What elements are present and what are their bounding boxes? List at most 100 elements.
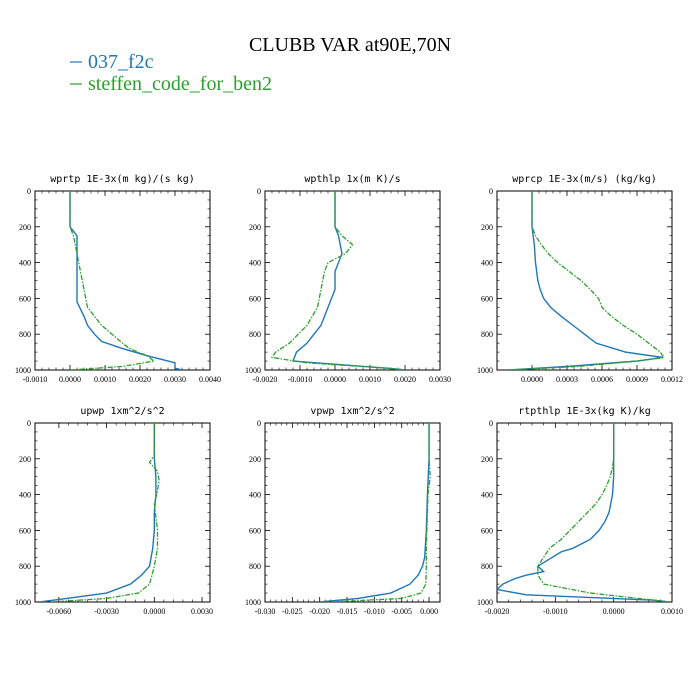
y-tick-label: 0 — [257, 187, 261, 196]
x-tick-label: 0.0003 — [556, 375, 578, 384]
series-line-steffen-code-for-ben2 — [270, 191, 406, 370]
y-tick-label: 600 — [249, 526, 261, 535]
x-tick-label: -0.0010 — [543, 607, 568, 616]
y-tick-label: 1000 — [477, 598, 493, 607]
x-tick-label: 0.0030 — [191, 607, 213, 616]
x-tick-label: -0.010 — [364, 607, 385, 616]
y-tick-label: 200 — [481, 455, 493, 464]
x-tick-label: 0.0000 — [521, 375, 543, 384]
series-line-steffen-code-for-ben2 — [537, 423, 670, 602]
panel-title: vpwp 1xm^2/s^2 — [310, 406, 394, 417]
x-tick-label: 0.0020 — [394, 375, 416, 384]
panel-title: wprcp 1E-3x(m/s) (kg/kg) — [512, 174, 657, 185]
x-tick-label: 0.0000 — [603, 607, 625, 616]
y-tick-label: 600 — [19, 294, 31, 303]
plot-frame — [496, 422, 673, 603]
x-tick-label: 0.0010 — [359, 375, 381, 384]
series-line-037-f2c — [508, 191, 663, 370]
y-tick-label: 400 — [481, 259, 493, 268]
y-tick-label: 0 — [27, 419, 31, 428]
x-tick-label: 0.0010 — [661, 607, 683, 616]
panel-title: rtpthlp 1E-3x(kg K)/kg — [518, 406, 650, 417]
series-line-steffen-code-for-ben2 — [330, 423, 431, 602]
panel-title: upwp 1xm^2/s^2 — [80, 406, 164, 417]
y-tick-label: 200 — [19, 223, 31, 232]
x-tick-label: 0.000 — [420, 607, 438, 616]
y-tick-label: 600 — [481, 294, 493, 303]
legend: 037_f2c steffen_code_for_ben2 — [70, 51, 272, 95]
x-tick-label: 0.0030 — [429, 375, 451, 384]
y-tick-label: 800 — [481, 330, 493, 339]
x-tick-label: -0.0010 — [288, 375, 313, 384]
x-tick-label: 0.0000 — [143, 607, 165, 616]
series-line-037-f2c — [497, 423, 670, 602]
y-tick-label: 800 — [249, 562, 261, 571]
y-tick-label: 200 — [249, 223, 261, 232]
x-tick-label: -0.030 — [255, 607, 276, 616]
series-line-steffen-code-for-ben2 — [508, 191, 665, 370]
legend-label-0: 037_f2c — [88, 51, 154, 73]
x-tick-label: 0.0000 — [59, 375, 81, 384]
y-tick-label: 200 — [481, 223, 493, 232]
plot-frame — [34, 422, 211, 603]
y-tick-label: 1000 — [477, 366, 493, 375]
y-tick-label: 200 — [249, 455, 261, 464]
y-tick-label: 800 — [19, 330, 31, 339]
x-tick-label: -0.020 — [309, 607, 330, 616]
panel-title: wpthlp 1x(m K)/s — [304, 174, 400, 185]
x-tick-label: 0.0030 — [164, 375, 186, 384]
panel-1: wpthlp 1x(m K)/s 0 200 400 600 800 1000-0.0020… — [245, 174, 451, 384]
x-tick-label: -0.015 — [337, 607, 358, 616]
y-tick-label: 400 — [19, 491, 31, 500]
y-tick-label: 600 — [481, 526, 493, 535]
y-tick-label: 0 — [489, 187, 493, 196]
y-tick-label: 400 — [249, 259, 261, 268]
x-tick-label: 0.0009 — [626, 375, 648, 384]
y-tick-label: 800 — [249, 330, 261, 339]
panel-5: rtpthlp 1E-3x(kg K)/kg02004006008001000-… — [477, 406, 683, 616]
plot-frame — [496, 190, 673, 371]
x-tick-label: -0.0010 — [23, 375, 48, 384]
y-tick-label: 400 — [19, 259, 31, 268]
x-tick-label: -0.0060 — [47, 607, 72, 616]
series-line-steffen-code-for-ben2 — [69, 191, 156, 370]
y-tick-label: 1000 — [245, 598, 261, 607]
y-tick-label: 0 — [27, 187, 31, 196]
y-tick-label: 1000 — [245, 366, 261, 375]
plot-frame — [264, 190, 441, 371]
x-tick-label: 0.0010 — [94, 375, 116, 384]
y-tick-label: 800 — [481, 562, 493, 571]
series-line-037-f2c — [69, 191, 183, 370]
x-tick-label: 0.0000 — [324, 375, 346, 384]
x-tick-label: 0.0006 — [591, 375, 613, 384]
x-tick-label: 0.0040 — [199, 375, 221, 384]
y-tick-label: 0 — [257, 419, 261, 428]
series-line-037-f2c — [319, 423, 430, 602]
x-tick-label: 0.0020 — [129, 375, 151, 384]
x-tick-label: -0.025 — [282, 607, 303, 616]
panels: wprtp 1E-3x(m kg)/(s kg) 0 200 400 600 800 100… — [15, 174, 683, 616]
plot-frame — [264, 422, 441, 603]
x-tick-label: 0.0012 — [661, 375, 683, 384]
figure-title: CLUBB VAR at90E,70N — [249, 34, 451, 56]
y-tick-label: 600 — [19, 526, 31, 535]
y-tick-label: 1000 — [15, 366, 31, 375]
panel-title: wprtp 1E-3x(m kg)/(s kg) — [50, 174, 195, 185]
y-tick-label: 400 — [249, 491, 261, 500]
y-tick-label: 600 — [249, 294, 261, 303]
series-line-steffen-code-for-ben2 — [50, 423, 160, 602]
y-tick-label: 400 — [481, 491, 493, 500]
panel-3: upwp 1xm^2/s^2 0 200 400 600 800 1000 -0.0060 -0… — [15, 406, 213, 616]
legend-label-1: steffen_code_for_ben2 — [88, 73, 272, 95]
y-tick-label: 200 — [19, 455, 31, 464]
y-tick-label: 0 — [489, 419, 493, 428]
x-tick-label: -0.0020 — [253, 375, 278, 384]
x-tick-label: -0.0030 — [94, 607, 119, 616]
y-tick-label: 800 — [19, 562, 31, 571]
panel-4: vpwp 1xm^2/s^2 0 200 400 600 800 1000-0.030 -0.… — [245, 406, 441, 616]
panel-0: wprtp 1E-3x(m kg)/(s kg) 0 200 400 600 800 100… — [15, 174, 221, 384]
x-tick-label: -0.0020 — [485, 607, 510, 616]
series-line-037-f2c — [39, 423, 157, 602]
panel-2: wprcp 1E-3x(m/s) (kg/kg) 0 200 400 600 800 100… — [477, 174, 683, 384]
